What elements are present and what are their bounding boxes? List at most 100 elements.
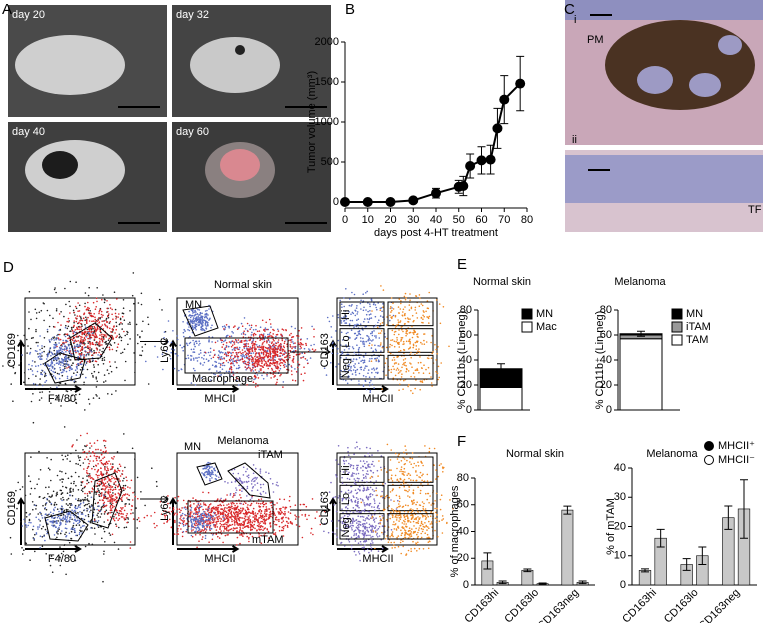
event-dot — [141, 330, 143, 332]
event-dot — [103, 485, 105, 487]
event-dot — [344, 320, 346, 322]
event-dot — [192, 325, 194, 327]
event-dot — [290, 512, 292, 514]
event-dot — [400, 308, 402, 310]
event-dot — [264, 336, 266, 338]
event-dot — [329, 321, 331, 323]
event-dot — [234, 343, 236, 345]
event-dot — [402, 337, 404, 339]
event-dot — [251, 349, 253, 351]
event-dot — [388, 351, 390, 353]
event-dot — [164, 331, 166, 333]
event-dot — [121, 323, 123, 325]
event-dot — [254, 345, 256, 347]
event-dot — [269, 319, 271, 321]
event-dot — [275, 383, 277, 385]
event-dot — [112, 492, 114, 494]
event-dot — [91, 331, 93, 333]
event-dot — [274, 362, 276, 364]
event-dot — [126, 497, 128, 499]
event-dot — [284, 499, 286, 501]
event-dot — [34, 505, 36, 507]
event-dot — [210, 521, 212, 523]
event-dot — [410, 376, 412, 378]
event-dot — [396, 362, 398, 364]
event-dot — [252, 520, 254, 522]
event-dot — [40, 353, 42, 355]
event-dot — [420, 342, 422, 344]
event-dot — [282, 527, 284, 529]
event-dot — [242, 481, 244, 483]
event-dot — [429, 316, 431, 318]
event-dot — [275, 336, 277, 338]
event-dot — [208, 369, 210, 371]
event-dot — [296, 354, 298, 356]
event-dot — [97, 502, 99, 504]
event-dot — [431, 357, 433, 359]
event-dot — [61, 493, 63, 495]
event-dot — [286, 365, 288, 367]
event-dot — [377, 322, 379, 324]
event-dot — [100, 344, 102, 346]
event-dot — [87, 341, 89, 343]
event-dot — [272, 357, 274, 359]
event-dot — [371, 347, 373, 349]
event-dot — [64, 544, 66, 546]
event-dot — [70, 453, 72, 455]
event-dot — [114, 470, 116, 472]
event-dot — [208, 308, 210, 310]
event-dot — [32, 393, 34, 395]
event-dot — [364, 361, 366, 363]
event-dot — [146, 515, 148, 517]
event-dot — [223, 505, 225, 507]
event-dot — [371, 298, 373, 300]
event-dot — [191, 511, 193, 513]
event-dot — [396, 369, 398, 371]
event-dot — [299, 353, 301, 355]
event-dot — [212, 364, 214, 366]
event-dot — [237, 328, 239, 330]
event-dot — [84, 458, 86, 460]
event-dot — [61, 519, 63, 521]
event-dot — [82, 347, 84, 349]
event-dot — [268, 508, 270, 510]
event-dot — [200, 352, 202, 354]
event-dot — [115, 318, 117, 320]
event-dot — [62, 345, 64, 347]
event-dot — [87, 459, 89, 461]
event-dot — [400, 370, 402, 372]
event-dot — [240, 355, 242, 357]
event-dot — [100, 449, 102, 451]
event-dot — [101, 494, 103, 496]
event-dot — [134, 491, 136, 493]
event-dot — [59, 517, 61, 519]
event-dot — [211, 325, 213, 327]
event-dot — [136, 324, 138, 326]
event-dot — [393, 308, 395, 310]
gate — [45, 323, 112, 383]
event-dot — [65, 383, 67, 385]
panel-letter: E — [457, 256, 467, 273]
event-dot — [34, 361, 36, 363]
event-dot — [271, 505, 273, 507]
event-dot — [327, 317, 329, 319]
event-dot — [107, 452, 109, 454]
event-dot — [193, 358, 195, 360]
event-dot — [249, 355, 251, 357]
event-dot — [101, 475, 103, 477]
event-dot — [109, 501, 111, 503]
event-dot — [86, 453, 88, 455]
event-dot — [416, 341, 418, 343]
event-dot — [56, 357, 58, 359]
event-dot — [44, 381, 46, 383]
event-dot — [124, 467, 126, 469]
event-dot — [359, 330, 361, 332]
event-dot — [84, 505, 86, 507]
event-dot — [410, 357, 412, 359]
event-dot — [102, 482, 104, 484]
event-dot — [75, 329, 77, 331]
event-dot — [218, 354, 220, 356]
event-dot — [105, 440, 107, 442]
event-dot — [248, 481, 250, 483]
event-dot — [270, 323, 272, 325]
